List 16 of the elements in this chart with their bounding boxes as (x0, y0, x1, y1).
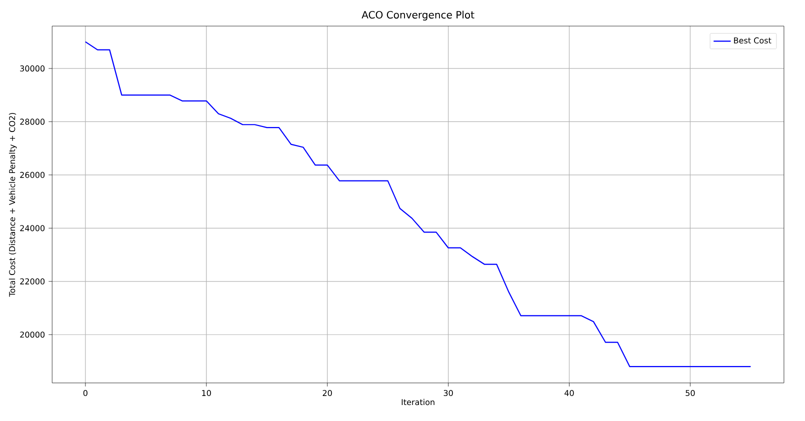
x-axis-title: Iteration (402, 398, 434, 406)
x-tick-label: 20 (322, 390, 332, 396)
legend-label: Best Cost (734, 37, 772, 44)
x-tick-label: 0 (83, 390, 88, 396)
y-tick-label: 26000 (20, 172, 45, 178)
y-tick-label: 28000 (20, 118, 45, 125)
x-tick-label: 50 (686, 390, 695, 396)
y-tick-label: 24000 (20, 225, 45, 232)
y-tick-label: 20000 (20, 332, 45, 338)
y-axis-title: Total Cost (Distance + Vehicle Penalty + CO2) (8, 112, 17, 297)
x-tick-label: 10 (202, 390, 211, 396)
y-tick-label: 22000 (20, 278, 45, 284)
chart-title: ACO Convergence Plot (362, 10, 474, 21)
x-tick-label: 30 (444, 390, 453, 396)
y-tick-label: 30000 (20, 65, 45, 72)
x-tick-label: 40 (564, 390, 574, 396)
